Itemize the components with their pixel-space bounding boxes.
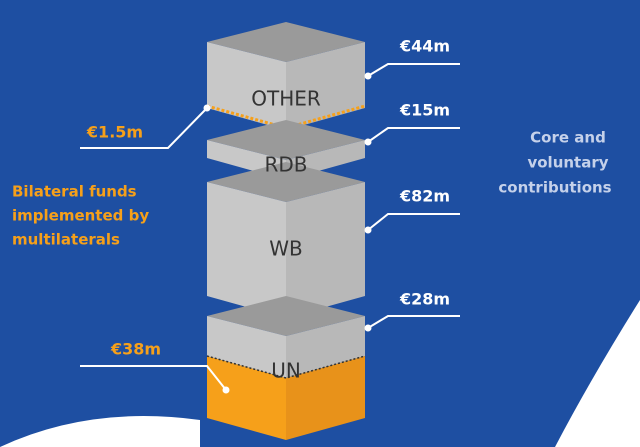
value-label: €44m	[399, 37, 450, 56]
core-label: Core and	[530, 129, 606, 147]
white-curve-left	[0, 416, 200, 447]
block-label: WB	[269, 237, 303, 261]
value-label: €82m	[399, 187, 450, 206]
block-label: OTHER	[251, 87, 321, 111]
block-un	[206, 296, 366, 440]
value-label: €28m	[399, 290, 450, 309]
bilateral-label: multilaterals	[12, 231, 120, 249]
block-label: UN	[271, 359, 301, 383]
block-other	[206, 22, 366, 130]
bilateral-label: implemented by	[12, 207, 149, 225]
core-label: contributions	[498, 179, 611, 197]
callout-dots	[203, 72, 372, 394]
white-curve-right	[555, 300, 640, 447]
bilateral-label: Bilateral funds	[12, 183, 137, 201]
block-label: RDB	[264, 153, 307, 177]
core-label: voluntary	[527, 154, 608, 172]
value-label: €15m	[399, 101, 450, 120]
bilateral-value: €38m	[110, 340, 161, 359]
callout-lines	[80, 63, 460, 391]
block-wb	[207, 162, 365, 318]
bilateral-value: €1.5m	[86, 123, 143, 142]
